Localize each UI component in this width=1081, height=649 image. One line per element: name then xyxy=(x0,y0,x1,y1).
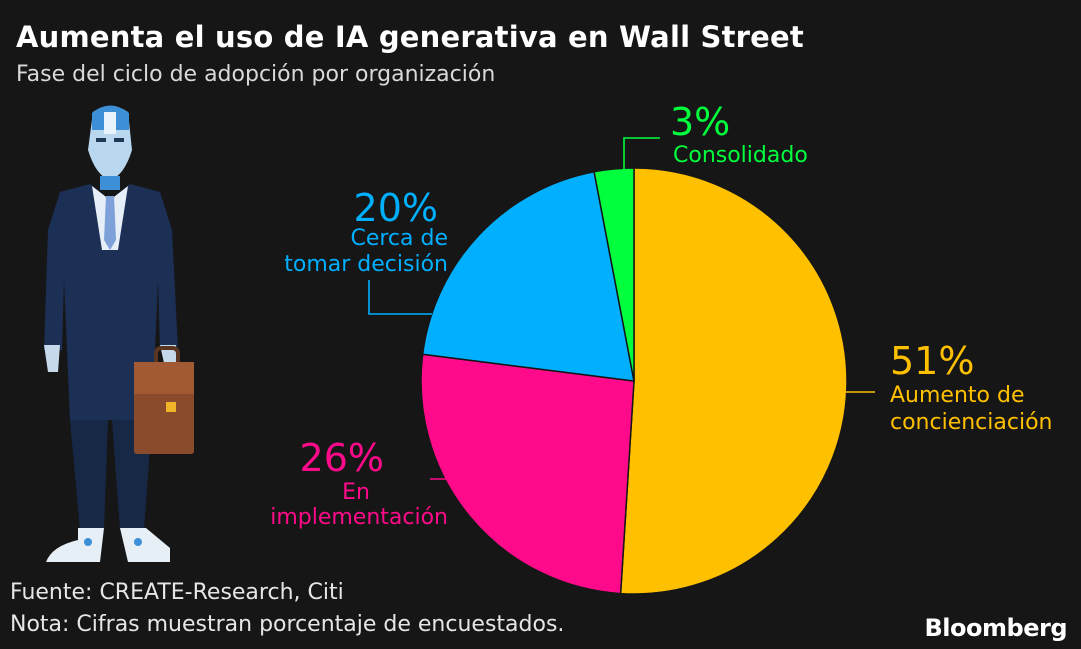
slice-pct-cerca: 20% xyxy=(354,186,438,230)
chart-subtitle: Fase del ciclo de adopción por organizac… xyxy=(16,62,496,87)
chart-title: Aumenta el uso de IA generativa en Wall … xyxy=(16,20,804,54)
slice-name-implementacion-line1: En xyxy=(342,480,370,505)
slice-name-cerca-line1: Cerca de xyxy=(350,226,448,251)
source-note: Fuente: CREATE-Research, Citi xyxy=(10,580,344,605)
slice-implementacion xyxy=(420,353,635,595)
briefcase-icon xyxy=(134,346,194,454)
slice-name-consolidado: Consolidado xyxy=(673,143,808,168)
footnote: Nota: Cifras muestran porcentaje de encu… xyxy=(10,612,565,637)
leader-line-cerca xyxy=(368,280,432,315)
slice-label-implementacion: 26% En implementación xyxy=(270,436,448,530)
slice-name-aumento-line1: Aumento de xyxy=(890,383,1024,408)
leader-line-consolidado xyxy=(623,137,660,176)
robot-figure xyxy=(44,105,178,562)
slice-name-cerca-line2: tomar decisión xyxy=(284,252,448,277)
slice-label-cerca: 20% Cerca de tomar decisión xyxy=(284,186,448,277)
slice-consolidado xyxy=(593,167,635,382)
slice-aumento xyxy=(619,167,848,595)
slice-label-consolidado: 3% Consolidado xyxy=(670,100,808,168)
slice-cerca xyxy=(421,170,635,382)
slice-name-implementacion-line2: implementación xyxy=(270,505,448,530)
pie-slices xyxy=(420,167,848,595)
slice-name-aumento-line2: concienciación xyxy=(890,410,1053,435)
slice-label-aumento: 51% Aumento de concienciación xyxy=(890,339,1053,435)
bloomberg-logo: Bloomberg xyxy=(924,614,1068,642)
slice-pct-consolidado: 3% xyxy=(670,100,730,144)
slice-pct-implementacion: 26% xyxy=(300,436,384,480)
slice-pct-aumento: 51% xyxy=(890,339,974,383)
